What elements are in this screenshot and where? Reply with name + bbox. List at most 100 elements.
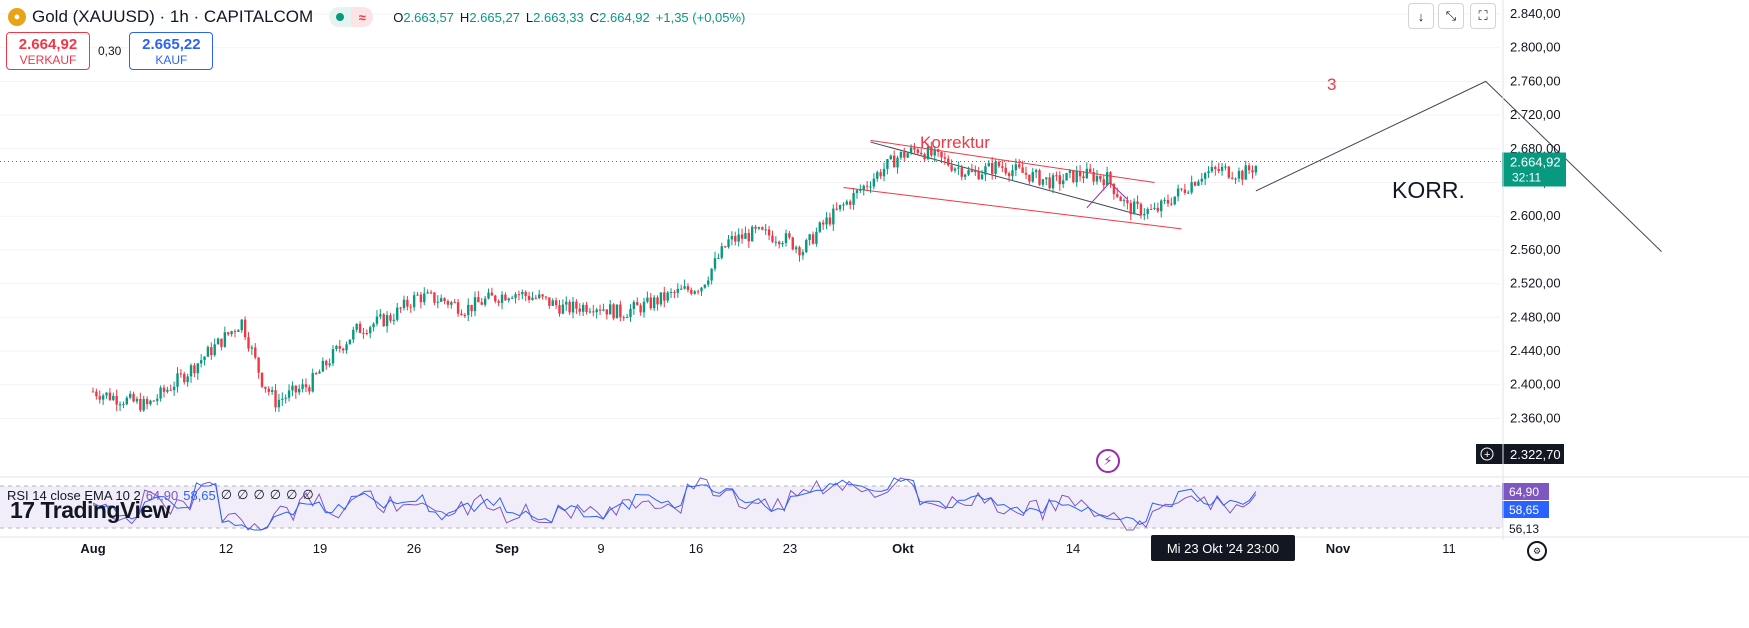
candle-body: [838, 204, 842, 210]
candle-body: [203, 356, 206, 361]
candle-body: [213, 344, 216, 356]
candle-body: [632, 302, 636, 309]
lightning-icon[interactable]: ⚡: [1096, 449, 1120, 473]
candle-body: [372, 323, 375, 328]
candle-body: [382, 314, 385, 327]
candle-body: [379, 314, 382, 317]
candle-body: [1055, 175, 1058, 177]
candle-body: [1051, 175, 1055, 189]
candle-body: [250, 347, 254, 349]
candle-body: [963, 174, 967, 177]
sell-button[interactable]: 2.664,92 VERKAUF: [6, 32, 90, 70]
time-tick-label: 12: [219, 541, 233, 556]
candle-body: [267, 388, 270, 392]
market-open-icon: [336, 13, 345, 21]
candle-body: [889, 155, 892, 160]
time-tick-label: 19: [313, 541, 327, 556]
candle-body: [984, 166, 987, 175]
candle-body: [544, 296, 548, 298]
candle-body: [1149, 208, 1153, 210]
candle-body: [1014, 164, 1018, 171]
candle-body: [298, 388, 301, 393]
candle-body: [602, 309, 605, 311]
candle-body: [1187, 192, 1190, 194]
candle-body: [243, 319, 247, 338]
candle-body: [926, 146, 930, 160]
fullscreen-icon[interactable]: ⛶: [1470, 3, 1496, 29]
candle-body: [318, 371, 321, 374]
candle-body: [896, 157, 899, 168]
candle-body: [301, 384, 304, 389]
candle-body: [551, 300, 554, 306]
candle-body: [1231, 177, 1234, 179]
candle-body: [1237, 170, 1241, 179]
buy-button[interactable]: 2.665,22 KAUF: [129, 32, 214, 70]
candle-body: [920, 152, 923, 155]
candle-body: [1207, 171, 1210, 174]
candle-body: [774, 241, 778, 243]
candle-body: [710, 268, 713, 281]
candle-body: [869, 186, 872, 188]
candle-body: [179, 373, 183, 375]
candle-body: [1203, 173, 1207, 179]
candle-body: [1085, 168, 1089, 179]
arrow-down-icon[interactable]: ↓: [1408, 3, 1434, 29]
candle-body: [764, 229, 767, 231]
candle-body: [1143, 214, 1146, 216]
candle-body: [879, 172, 882, 177]
candle-body: [1089, 168, 1092, 172]
candle-body: [467, 304, 470, 316]
current-price-value: 2.664,92: [1510, 155, 1561, 170]
settings-gear-icon[interactable]: ⚙: [1527, 541, 1547, 561]
price-tick-label: 2.440,00: [1510, 343, 1561, 358]
rsi-legend[interactable]: RSI 14 close EMA 10 2 64,90 58,65 ∅ ∅ ∅ ∅ ∅…: [7, 487, 314, 503]
candle-body: [1004, 167, 1007, 174]
candle-body: [835, 208, 838, 210]
candle-body: [842, 204, 845, 206]
candle-body: [821, 222, 825, 225]
annotation-korrektur: Korrektur: [920, 133, 990, 152]
candle-body: [818, 222, 821, 232]
candle-body: [260, 372, 264, 387]
low-value: 2.663,33: [533, 9, 584, 25]
candle-body: [876, 172, 879, 179]
candle-body: [169, 389, 172, 391]
collapse-icon[interactable]: ⤡: [1438, 3, 1464, 29]
candle-body: [135, 398, 139, 402]
candle-body: [1126, 200, 1129, 204]
candle-body: [504, 294, 507, 301]
candle-body: [913, 147, 916, 150]
candle-body: [91, 391, 95, 393]
candle-body: [750, 226, 754, 242]
candle-body: [832, 208, 835, 225]
candle-body: [794, 247, 798, 250]
candle-body: [402, 299, 406, 309]
candle-body: [950, 165, 953, 171]
candle-body: [453, 302, 456, 304]
candle-body: [450, 302, 453, 305]
candle-body: [1224, 166, 1227, 168]
candle-body: [1173, 196, 1176, 205]
candle-body: [581, 304, 585, 312]
symbol-title[interactable]: Gold (XAUUSD) · 1h · CAPITALCOM: [32, 7, 314, 26]
candle-body: [355, 323, 358, 330]
candle-body: [923, 154, 926, 160]
candle-body: [473, 297, 477, 312]
candle-body: [899, 151, 903, 158]
candle-body: [254, 347, 257, 358]
candle-body: [1021, 167, 1024, 173]
candle-body: [609, 304, 612, 315]
candle-body: [886, 159, 889, 169]
candle-body: [1227, 166, 1231, 178]
price-tick-label: 2.800,00: [1510, 40, 1561, 55]
market-status-pill[interactable]: ≈: [329, 7, 374, 27]
candle-body: [1099, 175, 1102, 180]
rsi-ema-axis-value: 58,65: [1509, 503, 1539, 517]
price-tick-label: 2.360,00: [1510, 410, 1561, 425]
candle-body: [206, 347, 210, 357]
candle-body: [321, 360, 325, 372]
candle-body: [784, 233, 788, 244]
candle-body: [906, 153, 909, 158]
candle-body: [524, 291, 527, 296]
